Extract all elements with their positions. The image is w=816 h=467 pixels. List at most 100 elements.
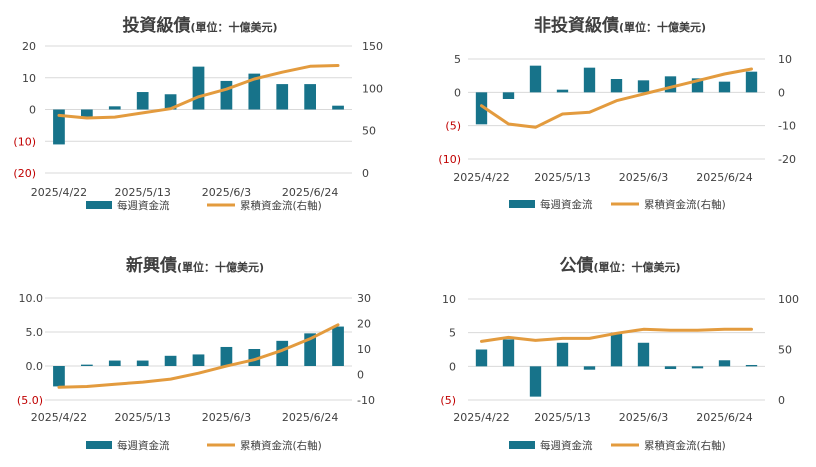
x-axis-tick-label: 2025/4/22 (31, 411, 87, 424)
x-axis-tick-label: 2025/5/13 (114, 186, 170, 199)
legend-line-label: 累積資金流(右軸) (644, 198, 726, 211)
left-axis-tick-label: 5.0 (26, 326, 44, 339)
left-axis-tick-label: (20) (13, 167, 36, 180)
left-axis-tick-label: 5 (454, 53, 461, 66)
weekly-flow-bar (718, 81, 731, 93)
weekly-flow-bar (745, 364, 758, 367)
right-axis-tick-label: 100 (778, 293, 799, 306)
weekly-flow-bar (332, 105, 344, 110)
legend-bar-label: 每週資金流 (117, 439, 170, 452)
right-axis-tick-label: 10 (778, 53, 792, 66)
weekly-flow-bar (164, 94, 177, 110)
weekly-flow-bar (53, 366, 65, 387)
right-axis-tick-label: -20 (778, 153, 796, 166)
chart-title: 公債(單位：十億美元) (559, 255, 680, 276)
legend-bar-label: 每週資金流 (540, 198, 593, 211)
weekly-flow-bar (529, 366, 542, 397)
x-axis-tick-label: 2025/4/22 (453, 171, 509, 184)
weekly-flow-bar (529, 65, 542, 93)
weekly-flow-bar (192, 66, 205, 110)
cumulative-flow-line (57, 323, 340, 389)
right-axis-tick-label: 50 (778, 344, 792, 357)
x-axis-tick-label: 2025/6/24 (282, 411, 338, 424)
weekly-flow-bar (304, 84, 316, 110)
weekly-flow-bar (583, 366, 596, 370)
weekly-flow-bar (81, 364, 93, 366)
left-axis-tick-label: (5) (440, 394, 456, 407)
weekly-flow-bar (304, 333, 316, 366)
weekly-flow-bar (556, 89, 569, 93)
right-axis-tick-label: 50 (362, 125, 376, 138)
chart-title: 非投資級債(單位：十億美元) (534, 15, 706, 36)
weekly-flow-bar (81, 109, 93, 118)
cumulative-flow-line (480, 67, 753, 129)
weekly-flow-bar (691, 366, 704, 369)
x-axis-tick-label: 2025/5/13 (534, 411, 590, 424)
left-axis-tick-label: (10) (438, 153, 461, 166)
legend-bar-swatch (86, 441, 112, 449)
legend-bar-swatch (509, 441, 535, 449)
weekly-flow-bar (664, 366, 677, 370)
right-axis-tick-label: 30 (357, 292, 371, 305)
left-axis-tick-label: 0 (449, 360, 456, 373)
left-axis-tick-label: 20 (22, 40, 36, 53)
legend-line-label: 累積資金流(右軸) (240, 439, 322, 452)
legend-bar-swatch (86, 201, 112, 209)
x-axis-tick-label: 2025/6/24 (696, 171, 752, 184)
x-axis-tick-label: 2025/5/13 (534, 171, 590, 184)
right-axis-tick-label: 0 (778, 394, 785, 407)
x-axis-tick-label: 2025/6/24 (282, 186, 338, 199)
legend-bar-label: 每週資金流 (540, 439, 593, 452)
chart-title: 新興債(單位：十億美元) (126, 255, 264, 276)
left-axis-tick-label: 0.0 (26, 360, 44, 373)
chart-panel-1: 投資級債(單位：十億美元)20100(10)(20)1501005002025/… (13, 15, 383, 212)
weekly-flow-bar (610, 332, 623, 367)
left-axis-tick-label: (5.0) (17, 394, 43, 407)
chart-title-unit: (單位：十億美元) (190, 20, 277, 34)
left-axis-tick-label: 5 (449, 327, 456, 340)
cumulative-flow-line (57, 64, 340, 120)
legend-line-label: 累積資金流(右軸) (644, 439, 726, 452)
weekly-flow-bar (248, 349, 261, 366)
weekly-flow-bar (136, 92, 149, 110)
weekly-flow-bar (276, 84, 289, 110)
left-axis-tick-label: 10 (22, 72, 36, 85)
x-axis-tick-label: 2025/6/3 (202, 411, 251, 424)
chart-title-main: 新興債 (126, 255, 177, 276)
weekly-flow-bar (556, 342, 569, 367)
right-axis-tick-label: 0 (357, 369, 364, 382)
weekly-flow-bar (637, 342, 650, 367)
weekly-flow-bar (475, 349, 488, 367)
x-axis-tick-label: 2025/4/22 (453, 411, 509, 424)
x-axis-tick-label: 2025/6/3 (619, 171, 668, 184)
chart-title-unit: (單位：十億美元) (593, 260, 680, 274)
cumulative-flow-line (480, 327, 753, 343)
x-axis-tick-label: 2025/4/22 (31, 186, 87, 199)
weekly-flow-bar (718, 360, 731, 367)
weekly-flow-bar (108, 360, 121, 366)
x-axis-tick-label: 2025/6/3 (202, 186, 251, 199)
chart-panel-3: 新興債(單位：十億美元) 10.0 5.0 0.0 (5.0) 30 20 10 0 -10 202… (17, 255, 375, 452)
weekly-flow-bar (192, 354, 205, 366)
right-axis-tick-label: 20 (357, 318, 371, 331)
right-axis-tick-label: 100 (362, 82, 383, 95)
left-axis-tick-label: 10.0 (19, 292, 44, 305)
weekly-flow-bar (220, 346, 233, 366)
weekly-flow-bar (220, 80, 233, 110)
weekly-flow-bar (475, 92, 488, 125)
right-axis-tick-label: 0 (778, 86, 785, 99)
left-axis-tick-label: 10 (442, 293, 456, 306)
x-axis-tick-label: 2025/6/24 (696, 411, 752, 424)
weekly-flow-bar (502, 92, 515, 99)
right-axis-tick-label: 150 (362, 40, 383, 53)
right-axis-tick-label: -10 (357, 394, 375, 407)
right-axis-tick-label: -10 (778, 120, 796, 133)
legend-bar-label: 每週資金流 (117, 199, 170, 212)
legend-line-label: 累積資金流(右軸) (240, 199, 322, 212)
weekly-flow-bar (248, 73, 261, 110)
left-axis-tick-label: 0 (454, 86, 461, 99)
chart-title-main: 公債 (559, 255, 593, 276)
right-axis-tick-label: 0 (362, 167, 369, 180)
